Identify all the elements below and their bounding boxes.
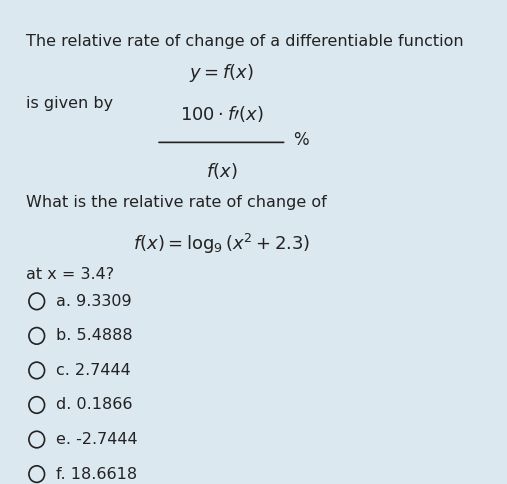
- Text: $100 \cdot f\prime(x)$: $100 \cdot f\prime(x)$: [179, 104, 263, 124]
- Text: What is the relative rate of change of: What is the relative rate of change of: [26, 196, 327, 211]
- Text: $\%$: $\%$: [293, 132, 310, 149]
- Text: at x = 3.4?: at x = 3.4?: [26, 267, 114, 282]
- Text: The relative rate of change of a differentiable function: The relative rate of change of a differe…: [26, 34, 463, 49]
- Text: c. 2.7444: c. 2.7444: [56, 363, 131, 378]
- Text: d. 0.1866: d. 0.1866: [56, 397, 133, 412]
- Text: $f(x) = \log_9(x^2 + 2.3)$: $f(x) = \log_9(x^2 + 2.3)$: [133, 232, 310, 257]
- Text: $y = f(x)$: $y = f(x)$: [189, 62, 254, 84]
- Text: b. 5.4888: b. 5.4888: [56, 328, 133, 343]
- Text: f. 18.6618: f. 18.6618: [56, 467, 137, 482]
- Text: a. 9.3309: a. 9.3309: [56, 294, 132, 309]
- Text: $f(x)$: $f(x)$: [206, 161, 237, 181]
- Text: e. -2.7444: e. -2.7444: [56, 432, 138, 447]
- Text: is given by: is given by: [26, 96, 113, 111]
